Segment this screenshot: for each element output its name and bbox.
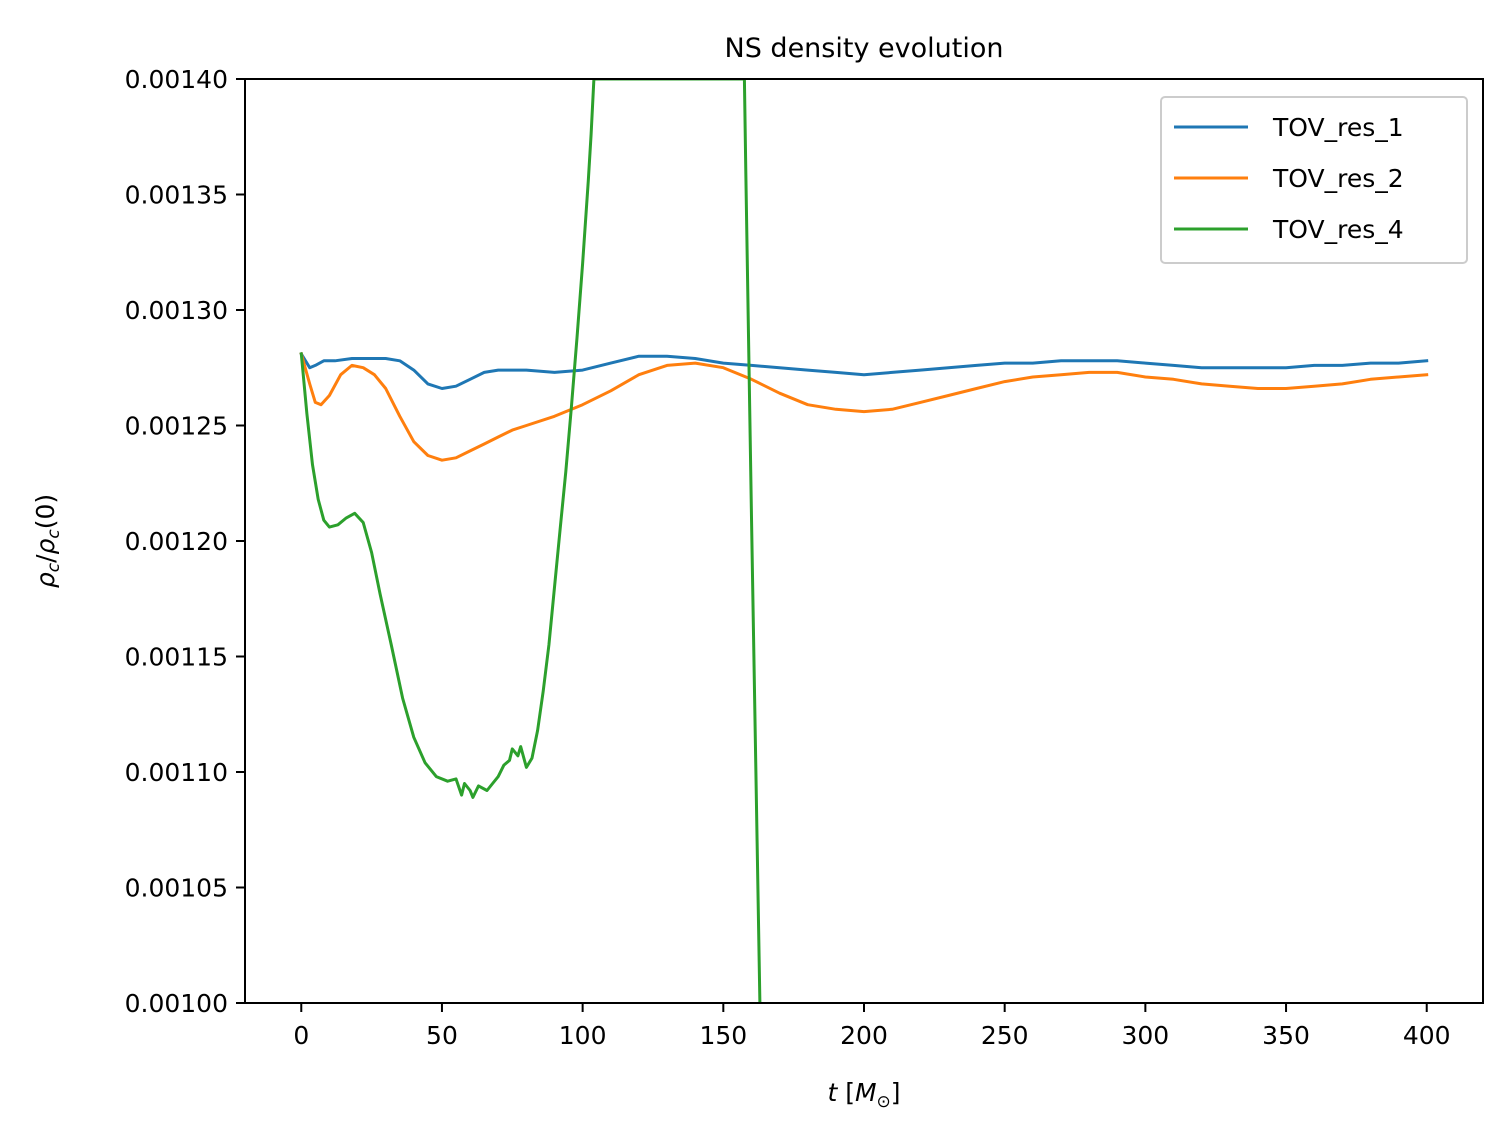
x-tick-label: 200	[840, 1021, 888, 1050]
y-tick-label: 0.00110	[125, 758, 228, 787]
y-axis: 0.00100 0.00105 0.00110 0.00115 0.00120 0.001…	[125, 65, 245, 1018]
legend-label-tov-res-1: TOV_res_1	[1272, 113, 1404, 142]
series-line-tov-res-2	[299, 352, 1429, 462]
y-tick-label: 0.00140	[125, 65, 228, 94]
x-tick-label: 350	[1262, 1021, 1310, 1050]
legend: TOV_res_1 TOV_res_2 TOV_res_4	[1160, 96, 1468, 264]
x-tick-label: 150	[699, 1021, 747, 1050]
series-line-tov-res-1	[299, 351, 1429, 390]
y-tick-label: 0.00105	[125, 874, 228, 903]
x-tick-label: 250	[981, 1021, 1029, 1050]
y-tick-label: 0.00100	[125, 989, 228, 1018]
chart-title: NS density evolution	[725, 33, 1004, 64]
series-layer	[299, 79, 1429, 1003]
x-tick-label: 0	[293, 1021, 309, 1050]
x-axis-label: t [M⊙]	[827, 1078, 900, 1112]
y-tick-label: 0.00120	[125, 527, 228, 556]
x-tick-label: 50	[426, 1021, 458, 1050]
y-axis-label: ρc/ρc(0)	[31, 494, 64, 588]
y-tick-label: 0.00130	[125, 296, 228, 325]
x-axis: 0 50 100 150 200 250 300 350 400	[293, 1003, 1451, 1050]
legend-frame	[1160, 96, 1468, 264]
x-tick-label: 300	[1122, 1021, 1170, 1050]
y-tick-label: 0.00115	[125, 643, 228, 672]
series-line-tov-res-4	[299, 79, 762, 1003]
x-tick-label: 400	[1403, 1021, 1451, 1050]
legend-label-tov-res-2: TOV_res_2	[1272, 164, 1404, 193]
x-tick-label: 100	[559, 1021, 607, 1050]
legend-label-tov-res-4: TOV_res_4	[1272, 215, 1404, 244]
y-tick-label: 0.00125	[125, 412, 228, 441]
y-tick-label: 0.00135	[125, 181, 228, 210]
